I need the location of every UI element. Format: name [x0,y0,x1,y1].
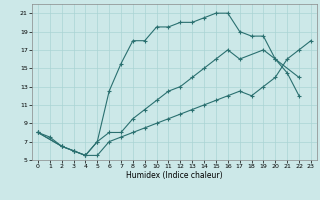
X-axis label: Humidex (Indice chaleur): Humidex (Indice chaleur) [126,171,223,180]
